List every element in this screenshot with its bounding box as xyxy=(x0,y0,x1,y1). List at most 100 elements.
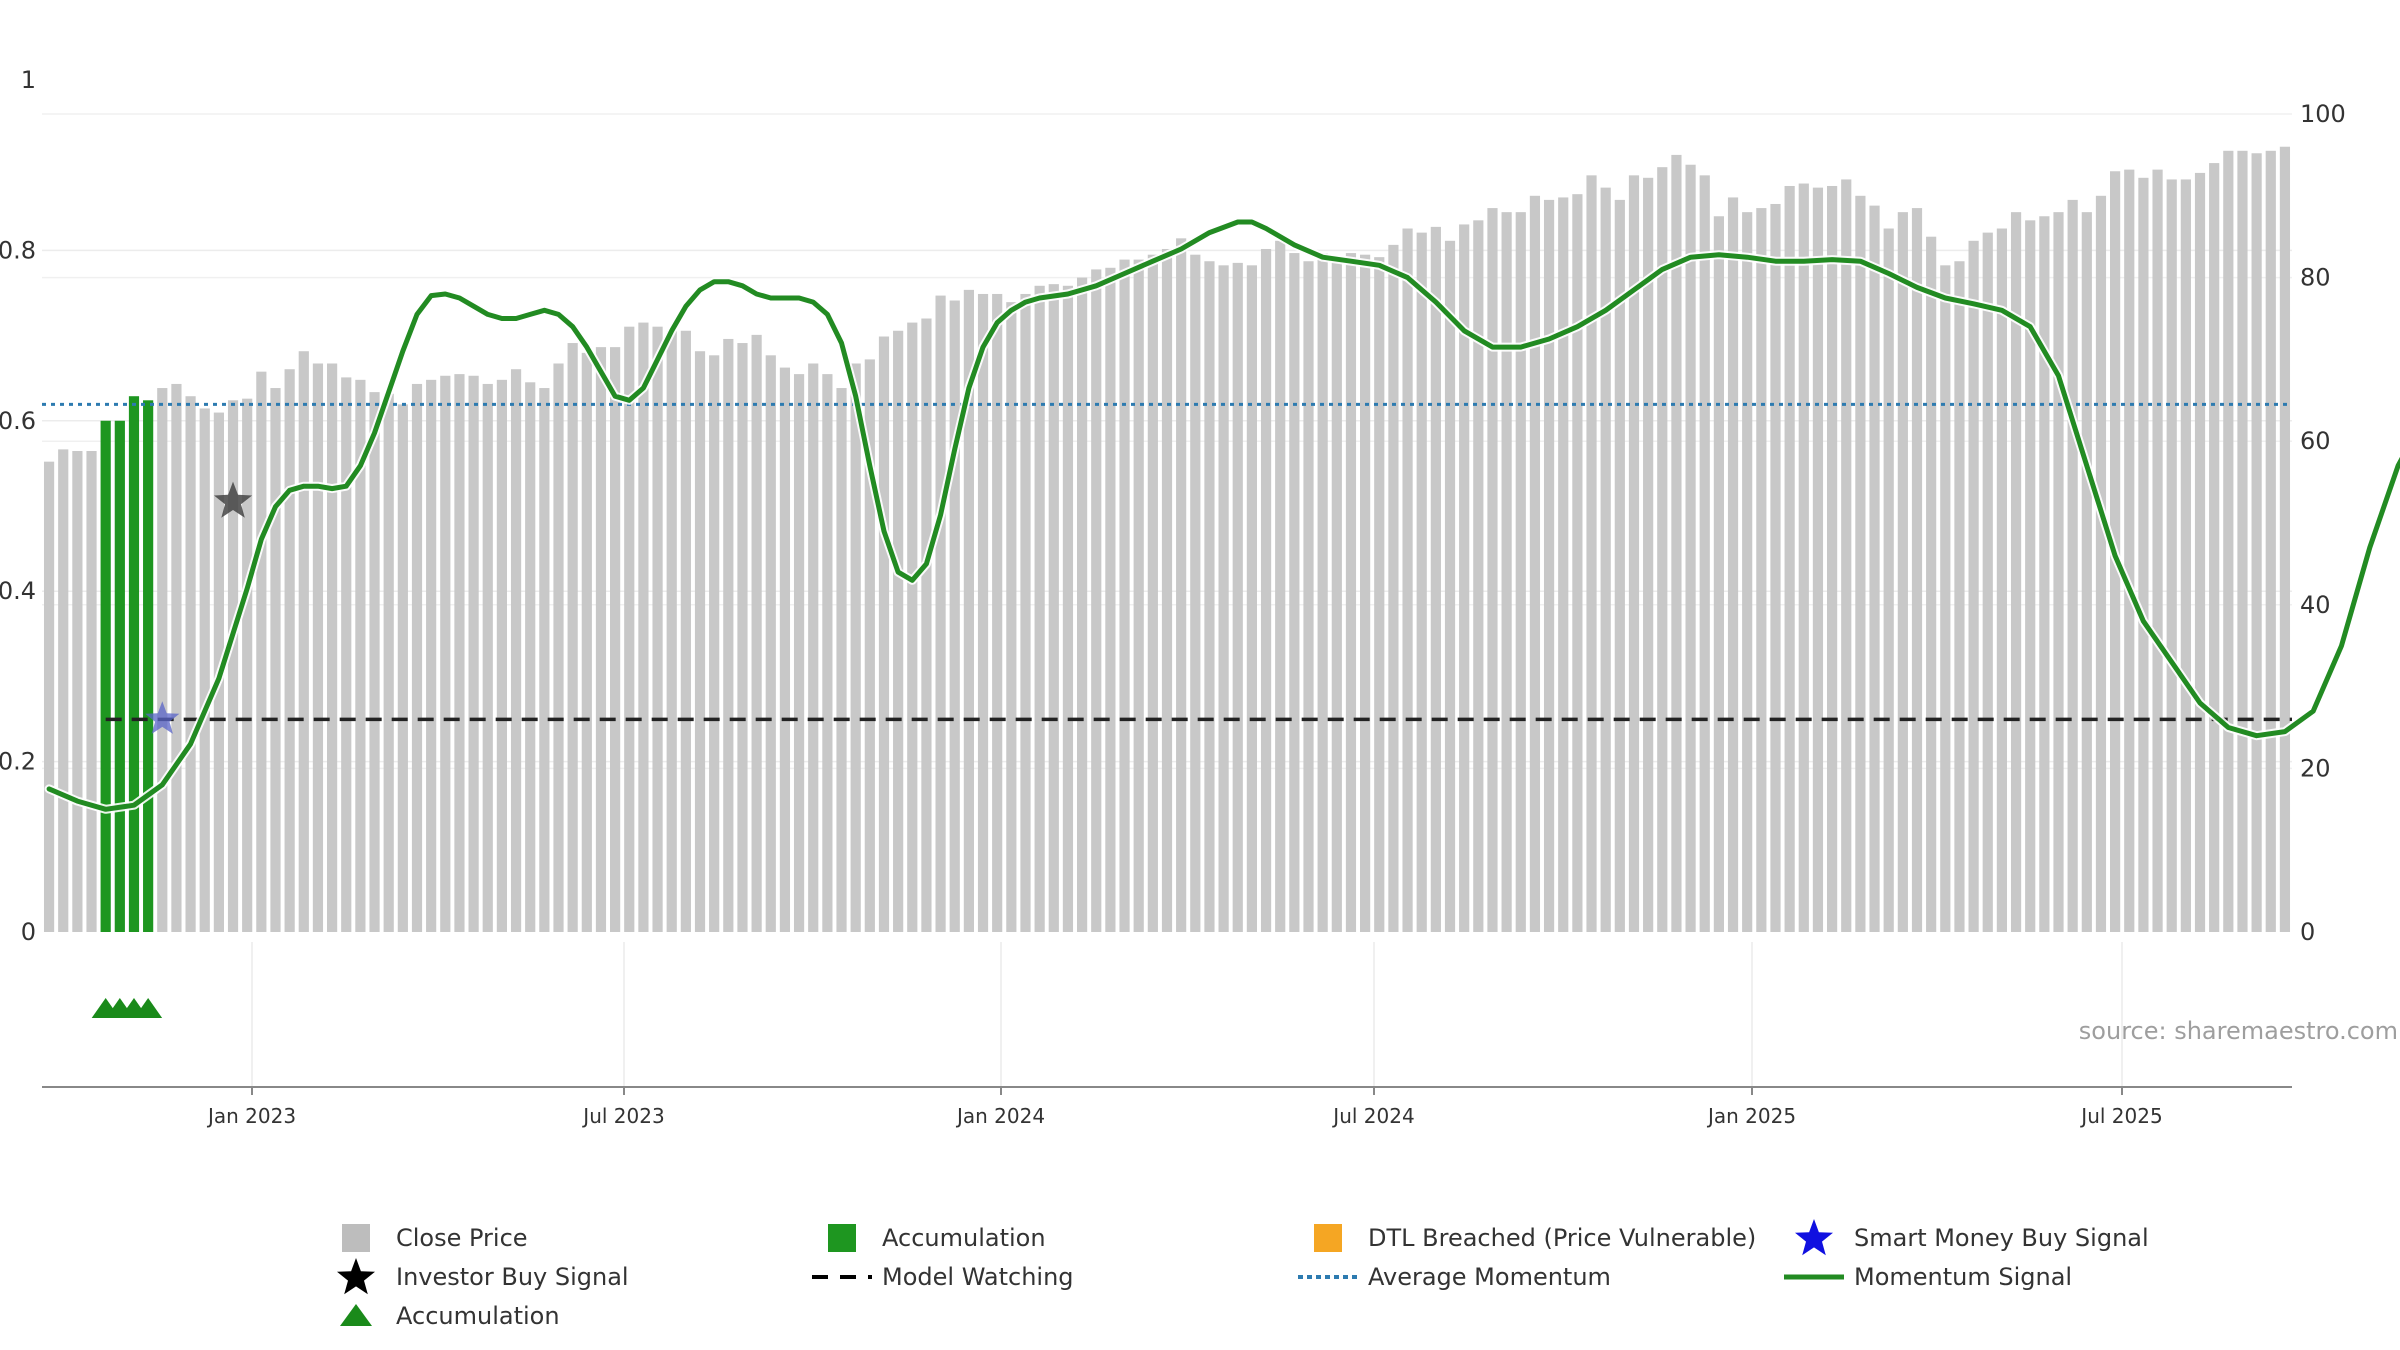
close-price-bar xyxy=(1444,240,1456,933)
close-price-bar xyxy=(1558,197,1569,932)
close-price-bar xyxy=(1147,254,1158,933)
close-price-bar xyxy=(1317,253,1328,932)
legend-item: Accumulation xyxy=(340,1302,560,1330)
close-price-bar xyxy=(822,374,833,932)
close-price-bar xyxy=(1020,293,1031,933)
left-axis-tick-label: 0.2 xyxy=(0,748,36,776)
close-price-bar xyxy=(468,375,479,932)
close-price-bar xyxy=(1614,199,1625,932)
close-price-bar xyxy=(2265,150,2276,932)
legend-label: Average Momentum xyxy=(1368,1263,1611,1291)
left-axis-tick-label: 0.6 xyxy=(0,407,36,435)
close-price-bar xyxy=(1360,254,1371,933)
close-price-bar xyxy=(1926,236,1937,932)
source-label: source: sharemaestro.com xyxy=(2079,1017,2398,1045)
close-price-bar xyxy=(1770,203,1781,933)
close-price-bar xyxy=(86,451,97,932)
close-price-bar xyxy=(2251,153,2262,933)
close-price-bar xyxy=(1911,208,1923,932)
momentum-signal-group xyxy=(44,217,2400,814)
close-price-bar xyxy=(1515,212,1526,932)
legend: Close Price Accumulation DTL Breached (Pri… xyxy=(337,1219,2149,1330)
legend-item: Smart Money Buy Signal xyxy=(1795,1219,2149,1256)
close-price-bar xyxy=(610,347,621,932)
close-price-bar xyxy=(808,363,819,932)
close-price-bar xyxy=(1006,302,1017,932)
close-price-bar xyxy=(355,379,366,933)
left-axis-tick-label: 0 xyxy=(21,918,36,946)
close-price-bar xyxy=(1940,265,1951,933)
close-price-bar xyxy=(1388,244,1399,932)
close-price-bar xyxy=(1812,187,1824,932)
close-price-bar xyxy=(2081,212,2092,932)
close-price-bar xyxy=(114,420,125,932)
close-price-bar xyxy=(171,383,182,932)
close-price-bar xyxy=(312,363,324,932)
close-price-bar xyxy=(2138,177,2149,932)
legend-label: Accumulation xyxy=(396,1302,560,1330)
right-axis: 0 20 40 60 80 100 xyxy=(2300,100,2346,946)
close-price-bar xyxy=(1628,175,1640,933)
close-price-bar xyxy=(1289,253,1300,932)
left-axis-tick-label: 0.8 xyxy=(0,236,36,264)
right-axis-tick-label: 20 xyxy=(2300,754,2331,782)
close-price-bar xyxy=(652,326,663,932)
close-price-bar xyxy=(2152,169,2163,932)
close-price-bar xyxy=(496,379,507,933)
x-axis-tick-label: Jul 2025 xyxy=(2079,1104,2162,1128)
close-price-bar xyxy=(440,375,451,932)
close-price-bar xyxy=(836,388,847,932)
legend-label: Momentum Signal xyxy=(1854,1263,2072,1291)
close-price-bar xyxy=(963,289,974,932)
x-axis-tick-label: Jan 2025 xyxy=(1706,1104,1796,1128)
close-price-bar xyxy=(341,377,352,932)
close-price-bar xyxy=(1883,228,1894,932)
close-price-bar xyxy=(2095,195,2107,933)
close-price-bar xyxy=(2010,212,2022,932)
close-price-bar xyxy=(72,451,83,932)
close-price-bar xyxy=(2166,179,2177,932)
close-price-bar xyxy=(553,363,564,932)
close-price-bar xyxy=(298,351,309,933)
close-price-bar xyxy=(1430,226,1441,932)
close-price-bar xyxy=(751,334,762,932)
close-price-bar xyxy=(1034,285,1045,932)
momentum-signal-line xyxy=(46,219,2400,812)
close-price-bar xyxy=(185,396,196,933)
close-price-bar xyxy=(1275,240,1286,933)
right-axis-tick-label: 40 xyxy=(2300,591,2331,619)
legend-square-icon xyxy=(342,1224,370,1252)
close-price-bar xyxy=(1713,216,1724,932)
close-price-bar xyxy=(1756,208,1767,932)
close-price-bar xyxy=(2180,179,2191,932)
close-price-bar xyxy=(1204,261,1215,932)
close-price-bar xyxy=(383,393,394,933)
legend-triangle-icon xyxy=(340,1304,372,1326)
close-price-bar xyxy=(1077,277,1088,933)
legend-item: Momentum Signal xyxy=(1784,1263,2072,1291)
legend-label: Close Price xyxy=(396,1224,528,1252)
close-price-bar xyxy=(624,326,635,932)
close-price-bar xyxy=(581,352,592,933)
close-price-bar xyxy=(1869,205,1880,933)
legend-label: Investor Buy Signal xyxy=(396,1263,629,1291)
close-price-bar xyxy=(907,322,918,933)
close-price-bar xyxy=(270,388,281,932)
close-price-bar xyxy=(765,355,776,932)
close-price-bar xyxy=(1232,262,1243,933)
close-price-bar xyxy=(1798,183,1809,932)
close-price-bar xyxy=(1161,248,1173,933)
close-price-bar xyxy=(1827,185,1838,932)
close-price-bar xyxy=(680,330,691,932)
close-price-bar xyxy=(1303,261,1314,932)
close-price-bar xyxy=(1954,261,1965,932)
close-price-bar xyxy=(878,336,890,933)
close-price-bar xyxy=(723,338,734,932)
close-price-bar xyxy=(1345,253,1357,932)
close-price-bar xyxy=(2209,163,2220,932)
close-price-bar xyxy=(1727,197,1739,932)
close-price-bar xyxy=(1459,224,1470,932)
close-price-bar xyxy=(2279,146,2291,933)
close-price-bar xyxy=(779,367,791,933)
left-axis-tick-label: 1 xyxy=(21,66,36,94)
